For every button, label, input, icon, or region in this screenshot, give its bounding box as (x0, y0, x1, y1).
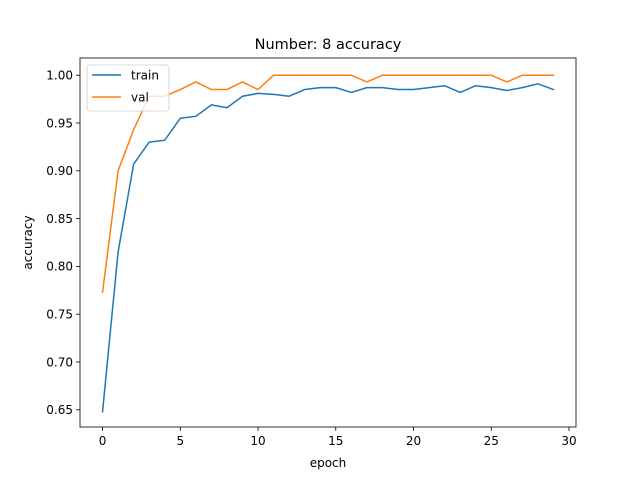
y-tick-label: 0.70 (46, 355, 73, 369)
x-tick-label: 10 (250, 434, 265, 448)
x-axis-label: epoch (310, 456, 347, 470)
legend: train val (86, 64, 170, 112)
x-tick-label: 5 (176, 434, 184, 448)
plot-frame (79, 57, 577, 428)
y-tick-label: 0.75 (46, 307, 73, 321)
y-axis: 0.65 0.70 0.75 0.80 0.85 0.90 0.95 1.00 (46, 69, 80, 417)
series-line-train (101, 83, 555, 413)
series-layer (101, 74, 555, 413)
legend-label-train: train (131, 69, 159, 83)
series-line-val (101, 74, 555, 294)
chart-title: Number: 8 accuracy (255, 37, 402, 53)
legend-label-val: val (131, 91, 149, 105)
legend-box (86, 64, 170, 112)
x-tick-label: 0 (99, 434, 107, 448)
x-tick-label: 20 (406, 434, 421, 448)
x-tick-label: 25 (484, 434, 499, 448)
x-tick-label: 30 (561, 434, 576, 448)
y-tick-label: 1.00 (46, 69, 73, 83)
y-axis-label: accuracy (21, 215, 35, 269)
y-tick-label: 0.90 (46, 164, 73, 178)
y-tick-label: 0.80 (46, 260, 73, 274)
x-axis: 0 5 10 15 20 25 30 (99, 427, 577, 448)
y-tick-label: 0.65 (46, 403, 73, 417)
y-tick-label: 0.85 (46, 212, 73, 226)
x-tick-label: 15 (328, 434, 343, 448)
y-tick-label: 0.95 (46, 116, 73, 130)
